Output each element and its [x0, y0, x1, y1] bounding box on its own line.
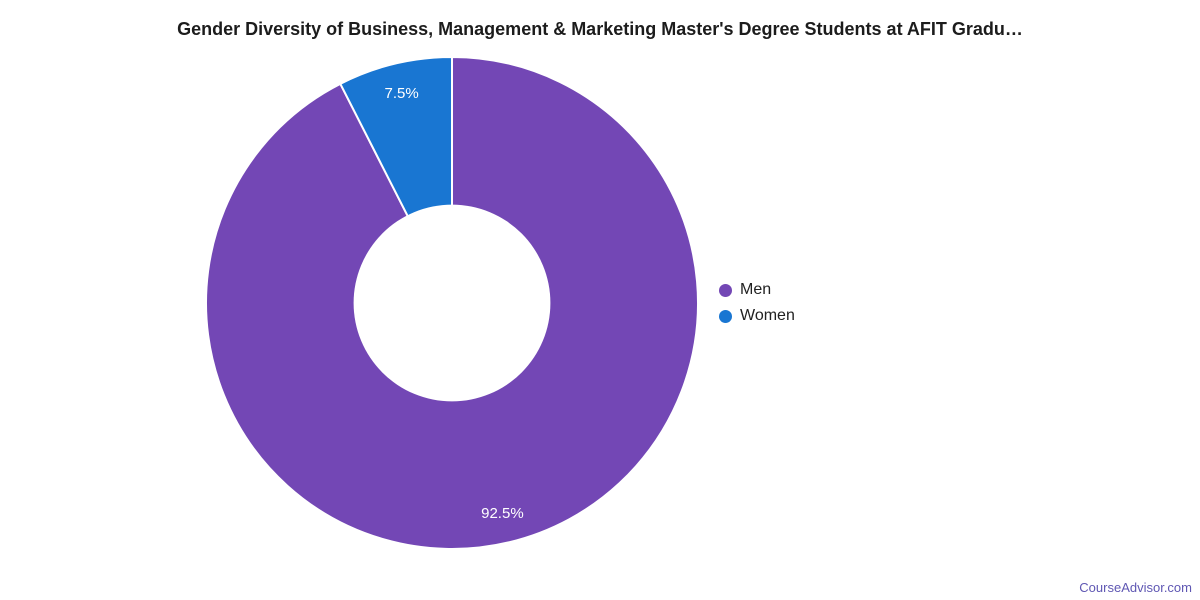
legend-dot-women-icon — [719, 309, 732, 323]
legend-label-women: Women — [740, 307, 795, 324]
legend-item-women[interactable]: Women — [719, 306, 795, 326]
chart-title: Gender Diversity of Business, Management… — [177, 19, 1023, 39]
legend-item-men[interactable]: Men — [719, 280, 795, 300]
slice-label-men: 92.5% — [481, 505, 524, 522]
legend-dot-men-icon — [719, 283, 732, 297]
donut-hole — [353, 204, 551, 402]
slice-label-women: 7.5% — [384, 85, 418, 102]
donut-chart: 92.5% 7.5% — [206, 57, 698, 549]
pie-slice-men[interactable] — [206, 57, 698, 549]
courseadvisor-link[interactable]: CourseAdvisor.com — [1079, 580, 1192, 595]
chart-legend: Men Women — [719, 280, 795, 326]
legend-label-men: Men — [740, 281, 772, 298]
